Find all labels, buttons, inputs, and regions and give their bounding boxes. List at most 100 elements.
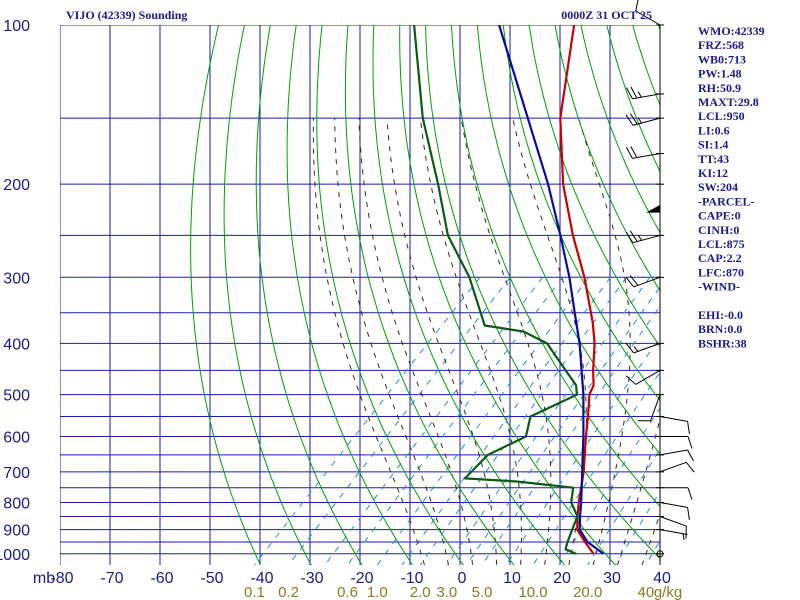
temperature-label--10: -10 bbox=[400, 570, 423, 587]
mixing-ratio-label-5: 5.0 bbox=[472, 584, 493, 600]
dry-adiabat-240 bbox=[223, 25, 312, 565]
parcel-profile bbox=[498, 25, 605, 555]
barb-flag-400 bbox=[625, 342, 635, 354]
pressure-label-500: 500 bbox=[3, 388, 30, 405]
mixing-ratio-label-2: 2.0 bbox=[410, 584, 431, 600]
dry-adiabat-320 bbox=[450, 25, 660, 508]
mixing-ratio-line-2 bbox=[419, 277, 627, 565]
barb-half-flag-400 bbox=[633, 346, 639, 352]
temperature-axis-labels: mb-80 -70 -60 -50 -40 -30 -20 -10 0 10 20 30 40 bbox=[33, 570, 671, 587]
index-line-7: LI:0.6 bbox=[698, 123, 730, 137]
temperature-label--50: -50 bbox=[200, 570, 223, 587]
pressure-label-900: 900 bbox=[3, 523, 30, 540]
mixing-ratio-line-10 bbox=[532, 371, 660, 565]
mixing-ratio-line-5 bbox=[481, 305, 660, 565]
barb-flag-450 bbox=[625, 375, 637, 385]
index-line-6: LCL:950 bbox=[698, 109, 745, 123]
barb-flag-150 bbox=[629, 113, 638, 125]
mixing-ratio-label-1: 1.0 bbox=[367, 584, 388, 600]
moist-adiabat--5 bbox=[334, 118, 450, 565]
barb-staff-250 bbox=[632, 234, 661, 244]
isotherm-grid bbox=[60, 25, 660, 565]
mb-unit-label: mb bbox=[33, 570, 55, 587]
temperature-label--70: -70 bbox=[100, 570, 123, 587]
index-line-8: SI:1.4 bbox=[698, 138, 728, 152]
mixing-ratio-label-0.6: 0.6 bbox=[337, 584, 358, 600]
barb-flag-300 bbox=[629, 275, 639, 286]
mixing-ratio-line-0.6 bbox=[346, 276, 563, 565]
stability-indices-panel: WMO:42339FRZ:568WB0:713PW:1.48RH:50.9MAX… bbox=[698, 24, 765, 350]
barb-staff-150 bbox=[632, 117, 661, 126]
mixing-ratio-line-0.2 bbox=[287, 276, 511, 565]
temperature-label-40: 40 bbox=[653, 570, 671, 587]
index-line-17: LFC:870 bbox=[698, 265, 744, 279]
barb-staff-850 bbox=[659, 516, 687, 527]
barb-flag-800 bbox=[687, 507, 690, 520]
mixing-ratio-line-4 bbox=[465, 286, 660, 565]
index-line-20: EHI:-0.0 bbox=[698, 308, 743, 322]
dry-adiabat-250 bbox=[255, 25, 363, 565]
index-line-16: CAP:2.2 bbox=[698, 251, 742, 265]
barb-flag-600 bbox=[687, 436, 693, 449]
temperature-label--30: -30 bbox=[300, 570, 323, 587]
moist-adiabat-25 bbox=[578, 117, 631, 565]
mixing-ratio-labels: 0.1 0.2 0.6 1.0 2.0 3.0 5.0 10.0 20.0 40 g/kg bbox=[244, 584, 682, 600]
barb-flag-150 bbox=[625, 114, 634, 126]
barb-flag-175 bbox=[630, 146, 638, 158]
pressure-label-700: 700 bbox=[3, 465, 30, 482]
pressure-label-200: 200 bbox=[3, 177, 30, 194]
index-line-9: TT:43 bbox=[698, 152, 729, 166]
mixing-ratio-line-7 bbox=[505, 336, 660, 565]
index-line-2: WB0:713 bbox=[698, 52, 746, 66]
pressure-label-800: 800 bbox=[3, 496, 30, 513]
mixing-ratio-line-3 bbox=[446, 277, 651, 565]
dry-adiabat-380 bbox=[606, 25, 660, 173]
index-line-21: BRN:0.0 bbox=[698, 322, 742, 336]
moist-adiabat--10 bbox=[312, 118, 425, 565]
mixing-ratio-line-0.1 bbox=[253, 276, 481, 565]
dewpoint-profile bbox=[413, 25, 579, 555]
mixing-ratio-unit-label: g/kg bbox=[654, 584, 682, 600]
index-line-14: CINH:0 bbox=[698, 223, 739, 237]
pressure-label-300: 300 bbox=[3, 270, 30, 287]
index-line-18: -WIND- bbox=[698, 280, 740, 294]
moist-adiabat-20 bbox=[512, 117, 587, 565]
mixing-ratio-label-10: 10.0 bbox=[518, 584, 547, 600]
sounding-series bbox=[413, 25, 605, 555]
barb-flag-100 bbox=[635, 0, 639, 12]
mixing-ratio-label-40: 40 bbox=[637, 584, 654, 600]
mixing-ratio-lines bbox=[253, 276, 660, 565]
dry-adiabat-310 bbox=[425, 25, 660, 560]
barb-flag-550 bbox=[687, 421, 690, 434]
barb-flag-135 bbox=[630, 86, 638, 99]
barb-flag-250 bbox=[625, 231, 634, 243]
barb-pennant-200 bbox=[646, 204, 661, 213]
barb-flag-135 bbox=[625, 87, 633, 100]
index-line-1: FRZ:568 bbox=[698, 38, 744, 52]
moist-adiabat-15 bbox=[460, 118, 552, 565]
index-line-4: RH:50.9 bbox=[698, 81, 741, 95]
pressure-label-1000: 1000 bbox=[0, 547, 30, 564]
index-line-0: WMO:42339 bbox=[698, 24, 765, 38]
mixing-ratio-line-1.5 bbox=[401, 277, 611, 565]
dry-adiabats bbox=[190, 25, 660, 565]
temperature-label--60: -60 bbox=[150, 570, 173, 587]
dry-adiabat-300 bbox=[399, 25, 616, 565]
dry-adiabat-330 bbox=[476, 25, 660, 455]
index-line-12: -PARCEL- bbox=[698, 194, 754, 208]
barb-staff-800 bbox=[659, 502, 688, 508]
dry-adiabat-360 bbox=[554, 25, 660, 292]
valid-time: 0000Z 31 OCT 25 bbox=[561, 8, 652, 22]
mixing-ratio-label-0.1: 0.1 bbox=[244, 584, 265, 600]
barb-half-flag-150 bbox=[637, 117, 643, 124]
temperature-label--80: -80 bbox=[50, 570, 73, 587]
barb-half-flag-250 bbox=[637, 234, 643, 241]
barb-staff-400 bbox=[633, 342, 661, 354]
index-line-11: SW:204 bbox=[698, 180, 738, 194]
station-title: VIJO (42339) Sounding bbox=[66, 8, 187, 22]
dry-adiabat-230 bbox=[190, 25, 261, 565]
index-line-13: CAPE:0 bbox=[698, 209, 741, 223]
